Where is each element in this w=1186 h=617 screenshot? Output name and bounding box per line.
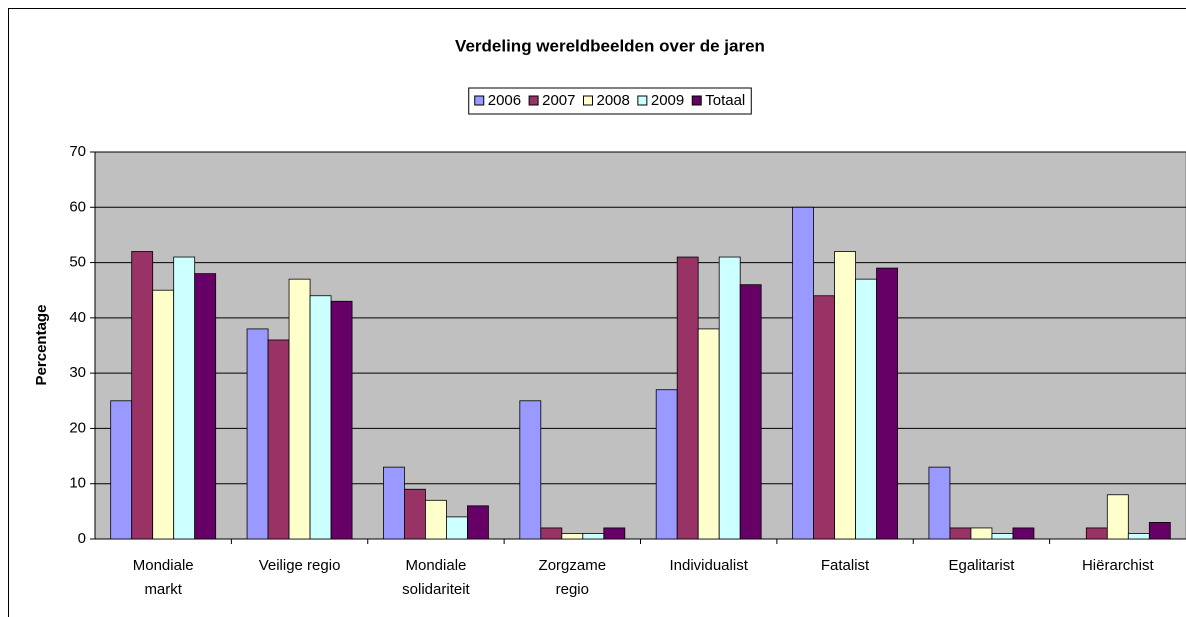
legend-swatch (637, 95, 648, 106)
y-tick-label: 60 (69, 198, 86, 215)
bar (582, 533, 605, 540)
bar (991, 533, 1014, 540)
legend-label: 2007 (542, 92, 575, 109)
legend-swatch (582, 95, 593, 106)
bar (288, 278, 311, 540)
bar (792, 206, 814, 540)
x-tick-label: Fatalist (821, 557, 870, 574)
bar (1085, 527, 1108, 540)
bar (697, 328, 720, 540)
bar (131, 251, 154, 540)
bar (970, 527, 993, 540)
x-tick-label-line: solidariteit (402, 581, 470, 598)
x-tick-label: Egalitarist (949, 557, 1016, 574)
bar (834, 251, 856, 540)
x-tick-label: Mondiale markt (133, 557, 194, 598)
x-tick-label-line: markt (144, 581, 182, 598)
bar (928, 466, 951, 540)
bar (603, 527, 626, 540)
y-tick-label: 70 (69, 143, 86, 160)
x-tick-label: Zorgzame regio (539, 557, 607, 598)
y-tick-label: 0 (78, 530, 86, 547)
y-axis-label: Percentage (33, 305, 50, 386)
x-tick-label: Mondiale solidariteit (402, 557, 470, 598)
bar (246, 328, 269, 540)
bar (1148, 522, 1171, 540)
x-tick-label-line: Zorgzame (539, 557, 607, 574)
bar (561, 533, 584, 540)
x-tick-label: Veilige regio (259, 557, 341, 574)
legend-swatch (528, 95, 539, 106)
x-tick-label-line: Mondiale (406, 557, 467, 574)
x-tick-label-line: Veilige regio (259, 557, 341, 574)
legend-swatch (474, 95, 485, 106)
y-tick-label: 30 (69, 364, 86, 381)
bar (330, 300, 353, 540)
bar (676, 256, 699, 540)
legend-box (468, 87, 752, 115)
legend-label: 2006 (488, 92, 521, 109)
x-tick-label-line: Mondiale (133, 557, 194, 574)
y-tick-label: 20 (69, 419, 86, 436)
bar (446, 516, 468, 540)
chart-title: Verdeling wereldbeelden over de jaren (455, 36, 765, 55)
bar (467, 505, 489, 540)
bar (173, 256, 196, 540)
bar (519, 400, 542, 540)
bar (855, 278, 877, 540)
bar (110, 400, 133, 540)
bar (813, 295, 835, 540)
bar (309, 295, 332, 540)
legend: 2006 2007 2008 2009 Totaal (474, 92, 745, 109)
x-tick-label-line: Hiërarchist (1082, 557, 1155, 574)
bar (718, 256, 741, 540)
y-tick-label: 10 (69, 475, 86, 492)
y-tick-label: 40 (69, 309, 86, 326)
legend-label: Totaal (705, 92, 745, 109)
x-tick-label-line: Individualist (669, 557, 748, 574)
bar (425, 499, 447, 540)
bar (540, 527, 563, 540)
bar (949, 527, 972, 540)
bar (194, 273, 217, 540)
x-tick-label: Individualist (669, 557, 748, 574)
legend-swatch (691, 95, 702, 106)
bar (267, 339, 290, 540)
x-tick-label-line: regio (556, 581, 589, 598)
bar (876, 267, 898, 540)
bar (655, 389, 678, 540)
x-tick-label-line: Egalitarist (949, 557, 1016, 574)
x-tick-label-line: Fatalist (821, 557, 870, 574)
bar (152, 289, 175, 540)
legend-label: 2008 (596, 92, 629, 109)
x-tick-label: Hiërarchist (1082, 557, 1155, 574)
legend-label: 2009 (651, 92, 684, 109)
bar (1106, 494, 1129, 540)
bar (1127, 533, 1150, 540)
y-tick-label: 50 (69, 254, 86, 271)
bar (739, 284, 762, 540)
bar (404, 488, 426, 540)
bar (383, 466, 405, 540)
bar (1012, 527, 1035, 540)
